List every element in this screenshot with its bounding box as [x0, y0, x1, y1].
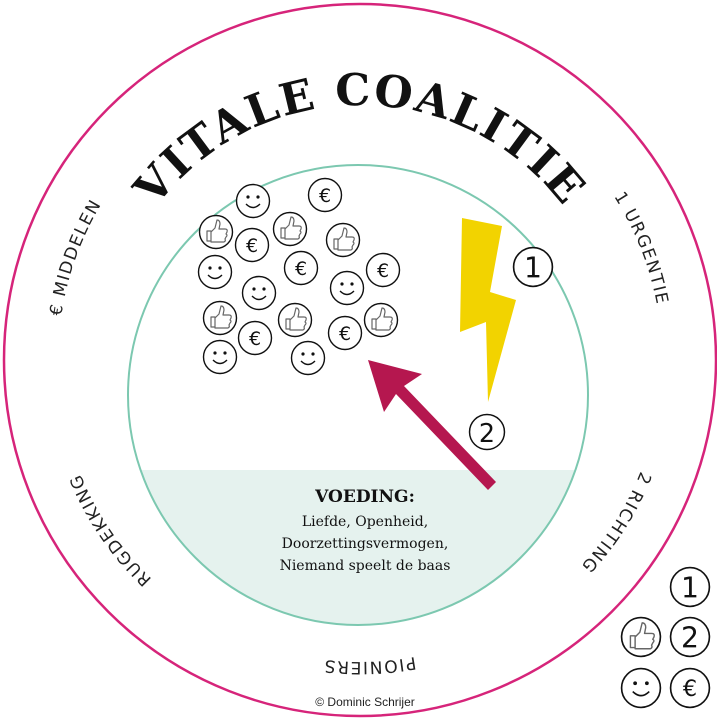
eye: [223, 351, 226, 354]
euro-icon: €: [236, 229, 269, 262]
number: 2: [681, 622, 699, 655]
icon-circle: [331, 272, 364, 305]
voeding-line: Liefde, Openheid,: [302, 514, 428, 530]
middelen: MIDDELEN: [50, 196, 106, 299]
icon-circle: [199, 256, 232, 289]
eye: [246, 195, 249, 198]
ring-label: 2 RICHTING: [576, 469, 654, 577]
icon-circle: [622, 669, 661, 708]
two-icon: 2: [671, 618, 710, 657]
pioniers: PIONIERS: [322, 652, 417, 677]
credit: © Dominic Schrijer: [315, 695, 415, 709]
thumb-icon: [365, 304, 398, 337]
ring-label: PIONIERS: [322, 652, 417, 677]
one-icon: 1: [514, 248, 553, 287]
ring-icon: 2: [632, 469, 655, 488]
ring-label-path: € MIDDELEN: [46, 196, 106, 317]
thumb-icon: [279, 304, 312, 337]
eye: [252, 287, 255, 290]
thumb-icon: [274, 213, 307, 246]
thumb-icon: [200, 216, 233, 249]
ring-label: RUGDEKKING: [66, 471, 156, 590]
ring-icon: €: [46, 302, 68, 317]
thumb-icon: [204, 302, 237, 335]
rugdekking: RUGDEKKING: [66, 471, 156, 590]
smiley-icon: [237, 185, 270, 218]
smiley-icon: [622, 669, 661, 708]
richting: RICHTING: [576, 486, 646, 576]
eye: [213, 351, 216, 354]
title: VITALE COALITIE: [124, 65, 596, 216]
thumb-icon: [327, 224, 360, 257]
icon-circle: [204, 341, 237, 374]
euro-icon: €: [367, 254, 400, 287]
euro-icon: €: [329, 317, 362, 350]
ring-label: 1 URGENTIE: [610, 188, 672, 306]
ring-label-path: 2 RICHTING: [576, 469, 654, 577]
page: {"title": "VITALE COALITIE", "ring_label…: [0, 0, 717, 722]
lightning: [460, 218, 516, 402]
icon-circle: [237, 185, 270, 218]
urgentie: URGENTIE: [619, 206, 671, 307]
euro-icon: €: [671, 669, 710, 708]
euro-sign: €: [377, 260, 389, 282]
eye: [311, 352, 314, 355]
voeding-line: Doorzettingsvermogen,: [282, 536, 449, 552]
eye: [340, 282, 343, 285]
eye: [208, 266, 211, 269]
smiley-icon: [199, 256, 232, 289]
euro-sign: €: [295, 258, 307, 280]
eye: [218, 266, 221, 269]
title-text: VITALE COALITIE: [124, 65, 596, 216]
voeding-line: Niemand speelt de baas: [280, 558, 451, 574]
one-icon: 1: [671, 568, 710, 607]
ring-label-path: 1 URGENTIE: [610, 188, 672, 306]
icon-circle: [243, 277, 276, 310]
eye: [262, 287, 265, 290]
ring-icon: 1: [610, 188, 633, 209]
euro-sign: €: [339, 323, 351, 345]
eye: [256, 195, 259, 198]
smiley-icon: [331, 272, 364, 305]
number: 2: [479, 418, 495, 448]
euro-icon: €: [309, 179, 342, 212]
smiley-icon: [204, 341, 237, 374]
number: 1: [524, 252, 542, 285]
ring-label: € MIDDELEN: [46, 196, 106, 317]
diagram: VITALE COALITIE 1 URGENTIE 2 RICHTING PI…: [0, 0, 717, 722]
smiley-icon: [292, 342, 325, 375]
smiley-icon: [243, 277, 276, 310]
eye: [633, 681, 637, 685]
euro-sign: €: [319, 185, 331, 207]
eye: [645, 681, 649, 685]
euro-sign: €: [246, 235, 258, 257]
two-icon: 2: [470, 415, 505, 450]
icon-circle: [292, 342, 325, 375]
euro-icon: €: [285, 252, 318, 285]
eye: [301, 352, 304, 355]
number: 1: [681, 572, 699, 605]
thumb-icon: [622, 618, 661, 657]
eye: [350, 282, 353, 285]
euro-sign: €: [249, 328, 261, 350]
euro-sign: €: [683, 676, 697, 702]
euro-icon: €: [239, 322, 272, 355]
voeding-heading: VOEDING:: [314, 487, 415, 507]
